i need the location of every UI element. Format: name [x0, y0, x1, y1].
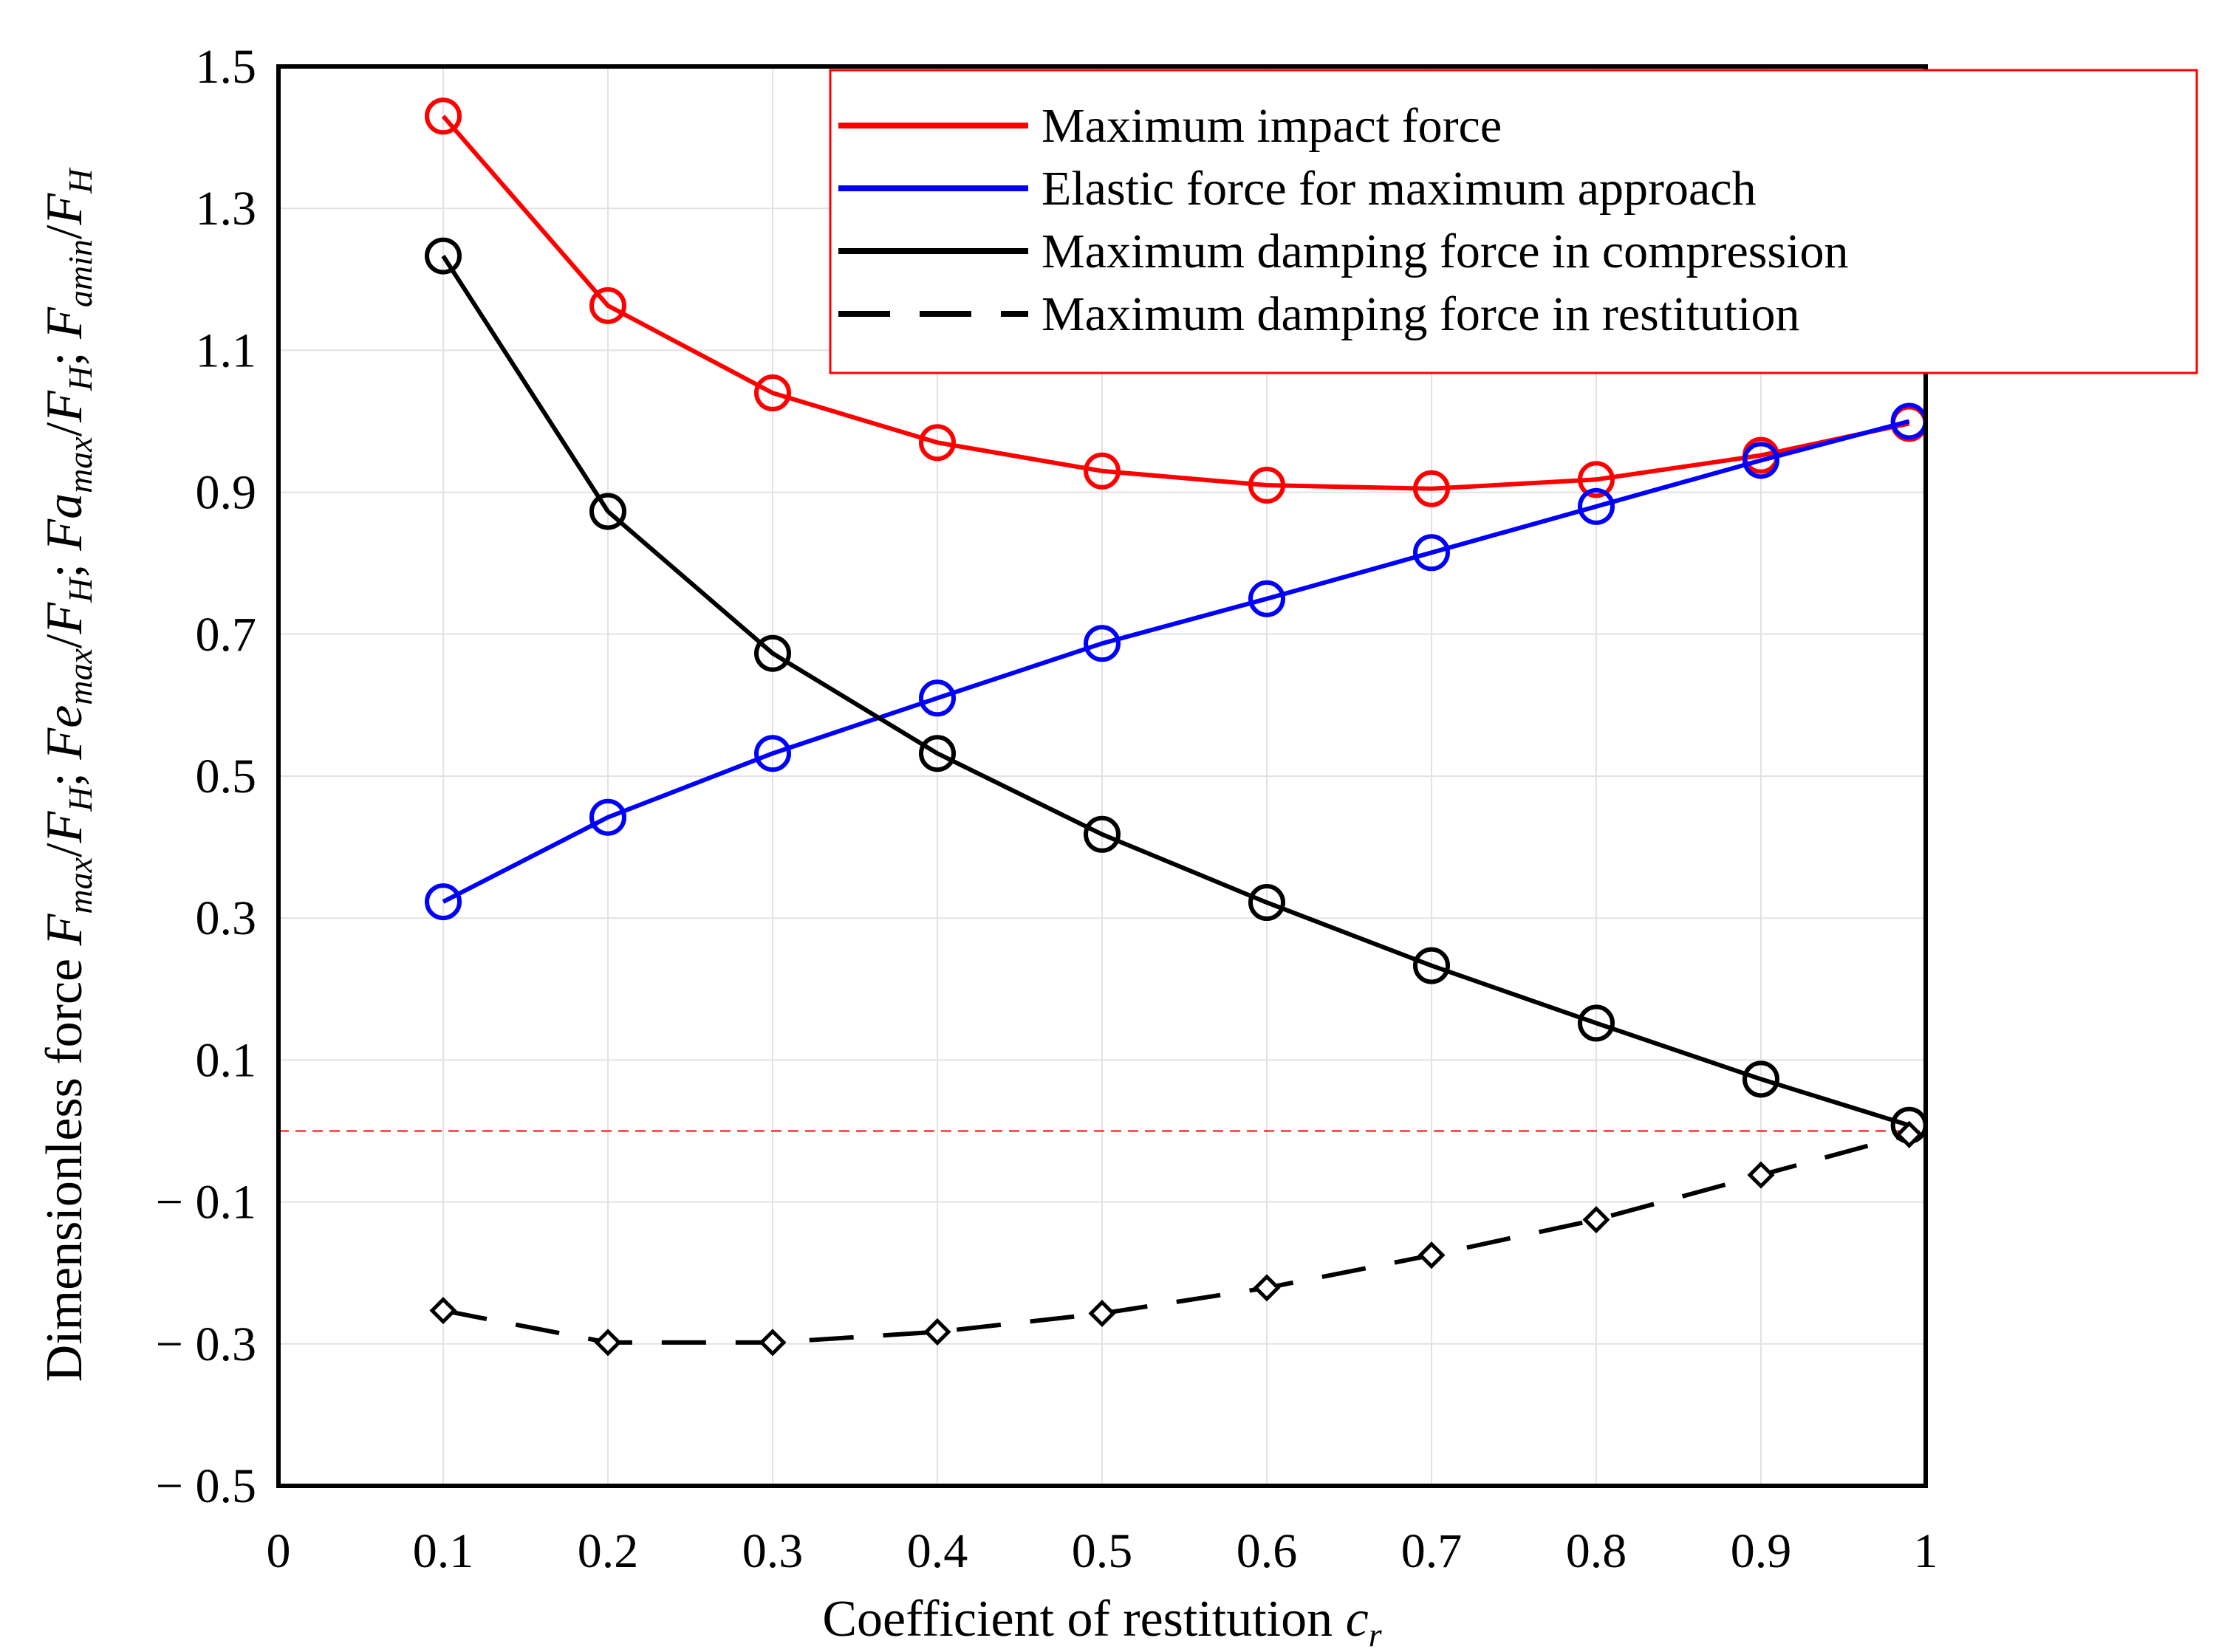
- y-tick-label: 0.7: [196, 608, 257, 662]
- y-axis-ticks: − 0.5 − 0.3 − 0.1 0.1 0.3 0.5 0.7 0.9 1.1 1.3 1.5: [156, 40, 256, 1513]
- series-line: [441, 114, 1910, 491]
- data-point: [1578, 487, 1615, 525]
- data-point: [1084, 452, 1121, 490]
- x-tick-label: 0.6: [1237, 1524, 1298, 1578]
- legend-label: Maximum damping force in compression: [1042, 225, 1848, 278]
- y-tick-label: − 0.1: [156, 1176, 256, 1230]
- y-tick-label: 1.1: [196, 323, 257, 377]
- x-tick-label: 0.5: [1072, 1524, 1133, 1578]
- data-point: [1084, 815, 1121, 853]
- x-tick-label: 0.7: [1401, 1524, 1463, 1578]
- data-point: [1413, 947, 1450, 984]
- series-line: [441, 254, 1910, 1128]
- y-tick-label: 0.1: [196, 1033, 257, 1087]
- data-point: [754, 374, 791, 412]
- legend-label: Maximum impact force: [1042, 99, 1502, 153]
- x-tick-label: 0.8: [1566, 1524, 1627, 1578]
- data-point: [1742, 1060, 1779, 1098]
- data-point: [919, 735, 956, 772]
- y-tick-label: 0.3: [196, 891, 257, 945]
- data-point: [919, 424, 956, 462]
- data-point: [923, 1317, 951, 1346]
- data-point: [1578, 1004, 1615, 1042]
- data-point: [425, 237, 462, 275]
- x-tick-label: 0: [267, 1524, 291, 1578]
- data-point: [1413, 534, 1450, 572]
- data-point: [1582, 1206, 1610, 1234]
- y-tick-label: 1.3: [196, 182, 257, 236]
- y-tick-label: 0.5: [196, 750, 257, 803]
- data-point: [1084, 625, 1121, 662]
- data-point: [1088, 1299, 1116, 1328]
- plot-frame: [276, 64, 1928, 1488]
- data-point: [589, 287, 626, 324]
- legend-label: Elastic force for maximum approach: [1042, 162, 1757, 216]
- series-line: [442, 1132, 1910, 1345]
- data-point: [429, 1297, 457, 1325]
- data-point: [1417, 1241, 1446, 1269]
- data-point: [754, 634, 791, 672]
- y-axis-title: Dimensionless force Fmax/FH; Femax/FH; F…: [36, 167, 99, 1382]
- x-axis-ticks: 0 0.1 0.2 0.3 0.4 0.5 0.6 0.7 0.8 0.9 1: [267, 1524, 1938, 1578]
- x-tick-label: 0.1: [413, 1524, 474, 1578]
- data-point: [754, 735, 791, 772]
- y-tick-label: − 0.5: [156, 1459, 256, 1513]
- data-point: [1248, 466, 1285, 504]
- x-axis-title: Coefficient of restitution cr: [822, 1591, 1382, 1652]
- y-tick-label: 0.9: [196, 466, 257, 520]
- data-point: [425, 883, 462, 921]
- legend-box: [829, 69, 2198, 374]
- series: [425, 237, 1928, 1144]
- legend-label: Maximum damping force in restitution: [1042, 287, 1799, 341]
- legend: Maximum impact force Elastic force for ma…: [829, 69, 2198, 374]
- data-point: [589, 493, 626, 530]
- series: [429, 1120, 1923, 1357]
- series: [425, 402, 1928, 921]
- plot-series: [425, 97, 1928, 1357]
- data-point: [1747, 1161, 1775, 1189]
- series-line: [442, 419, 1910, 904]
- y-tick-label: − 0.3: [156, 1317, 256, 1371]
- data-point: [1248, 884, 1285, 922]
- x-tick-label: 0.9: [1731, 1524, 1792, 1578]
- x-tick-label: 0.4: [907, 1524, 968, 1578]
- x-tick-label: 0.3: [742, 1524, 804, 1578]
- data-point: [1253, 1274, 1281, 1302]
- data-point: [919, 679, 956, 717]
- data-point: [1895, 1120, 1923, 1148]
- data-point: [1742, 442, 1779, 479]
- series: [425, 97, 1928, 507]
- data-point: [759, 1329, 787, 1357]
- data-point: [594, 1329, 622, 1357]
- x-tick-label: 1: [1914, 1524, 1938, 1578]
- data-point: [1413, 470, 1450, 507]
- data-point: [425, 97, 462, 135]
- data-point: [589, 798, 626, 836]
- y-tick-label: 1.5: [196, 40, 257, 94]
- x-tick-label: 0.2: [578, 1524, 639, 1578]
- data-point: [1248, 580, 1285, 617]
- data-point: [1578, 461, 1615, 498]
